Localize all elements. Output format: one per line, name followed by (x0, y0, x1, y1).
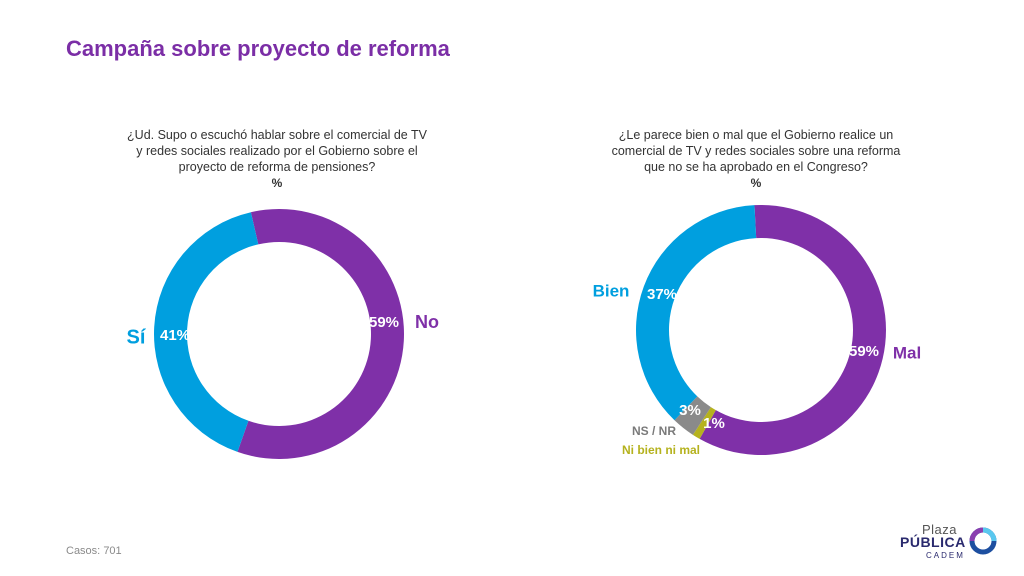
chart-2-category-label-ns-nr: NS / NR (632, 424, 676, 438)
plaza-publica-cadem-logo: Plaza PÚBLICA CADEM (900, 522, 1000, 566)
chart-2-question-line: que no se ha aprobado en el Congreso? (644, 160, 868, 174)
chart-2-value-label-ns-nr: 3% (679, 402, 701, 419)
chart-2-value-label-bien: 37% (647, 286, 677, 303)
chart-2-slice-ns-nr (674, 396, 711, 435)
chart-1-category-label-s-: Sí (127, 326, 147, 348)
chart-2-category-label-bien: Bien (593, 281, 630, 300)
chart-2-question-line: ¿Le parece bien o mal que el Gobierno re… (618, 128, 894, 142)
cases-label: Casos: (66, 545, 101, 557)
chart-2-category-label-mal: Mal (893, 343, 921, 362)
chart-2-category-label-ni-bien-ni-mal: Ni bien ni mal (622, 443, 700, 457)
chart-1-question-line: y redes sociales realizado por el Gobier… (136, 144, 418, 158)
logo-line-3: CADEM (926, 551, 965, 560)
chart-2-question: ¿Le parece bien o mal que el Gobierno re… (576, 127, 936, 175)
chart-1-question: ¿Ud. Supo o escuchó hablar sobre el come… (97, 127, 457, 175)
chart-1-value-label-no: 59% (369, 314, 399, 331)
chart-1-question-line: proyecto de reforma de pensiones? (178, 160, 376, 174)
chart-1-unit-label: % (271, 176, 283, 190)
cases-footer: Casos: 701 (66, 545, 122, 557)
page-title: Campaña sobre proyecto de reforma (66, 36, 450, 61)
logo-line-1: Plaza (922, 522, 958, 537)
chart-2-slice-mal (699, 205, 886, 455)
chart-2-value-label-mal: 59% (849, 343, 879, 360)
chart-2-value-label-ni-bien-ni-mal: 1% (703, 415, 725, 432)
cases-value: 701 (103, 545, 122, 557)
chart-2-slice-bien (636, 205, 757, 421)
logo-ring-icon (969, 527, 997, 555)
chart-1-slice-no (237, 209, 404, 459)
chart-1-category-label-no: No (415, 312, 439, 332)
chart-1-value-label-s-: 41% (160, 327, 190, 344)
chart-2-unit-label: % (750, 176, 762, 190)
chart-2-slice-ni-bien-ni-mal (692, 407, 716, 439)
chart-2-question-line: comercial de TV y redes sociales sobre u… (611, 144, 901, 158)
chart-1-question-line: ¿Ud. Supo o escuchó hablar sobre el come… (127, 128, 427, 142)
chart-1-slice-s- (153, 212, 259, 452)
logo-line-2: PÚBLICA (900, 534, 966, 550)
